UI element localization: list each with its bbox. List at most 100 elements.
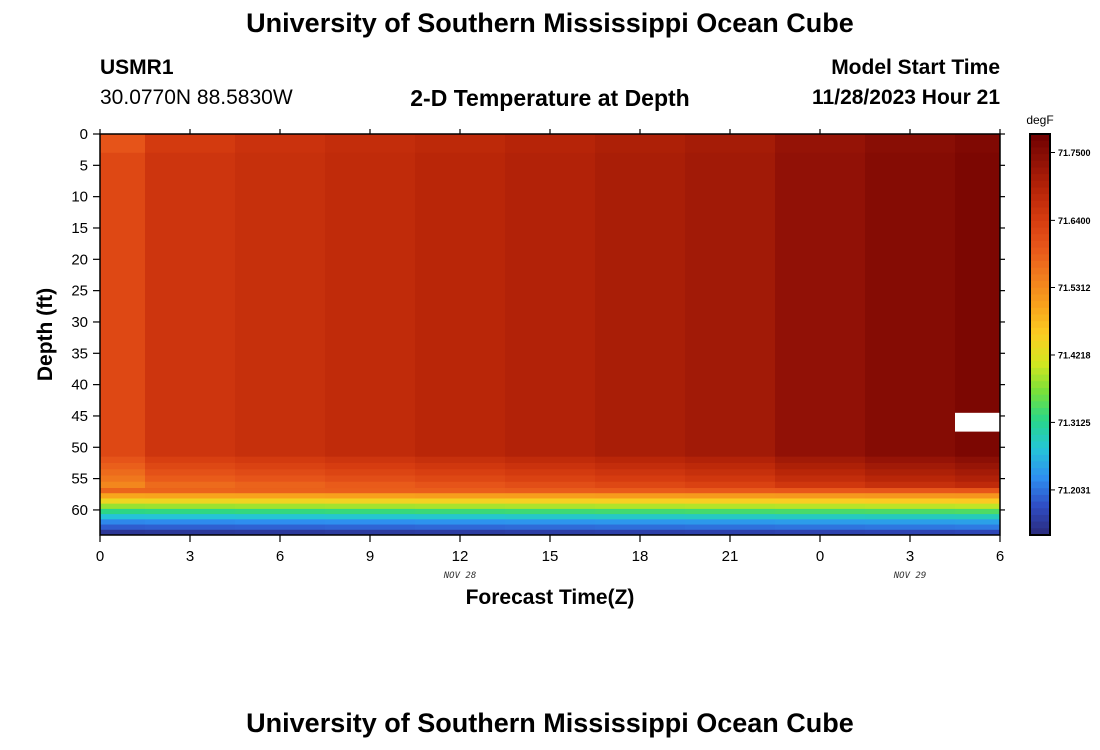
heatmap-cell [325,529,416,536]
colorbar-tick-label: 71.4218 [1058,350,1091,360]
heatmap-cell [595,493,686,499]
heatmap-cell [235,475,326,483]
heatmap-cell [955,519,1001,526]
heatmap-cell [100,519,146,526]
colorbar-swatch [1030,334,1050,342]
heatmap-cell [415,469,506,476]
heatmap-cell [685,519,776,526]
heatmap-cell [100,481,146,489]
heatmap-cell [235,481,326,489]
colorbar-swatch [1030,421,1050,429]
heatmap-cell [955,462,1001,470]
heatmap-cell [505,493,596,499]
heatmap-cell [595,498,686,505]
colorbar-swatch [1030,274,1050,282]
heatmap-cell [775,462,866,470]
heatmap-cell [865,514,956,520]
colorbar-swatch [1030,134,1050,142]
heatmap-cell [415,456,506,464]
colorbar-swatch [1030,454,1050,463]
heatmap-cell [145,493,236,499]
heatmap-cell [955,488,1001,494]
y-tick-label: 10 [71,189,88,206]
colorbar-tick-label: 71.2031 [1058,485,1091,495]
colorbar-swatch [1030,468,1050,476]
y-tick-label: 35 [71,345,88,362]
heatmap-cell [595,524,686,531]
heatmap-cell [955,469,1001,476]
heatmap-cell [505,152,596,458]
heatmap-cell [505,508,596,515]
heatmap-cell [145,508,236,515]
x-axis-label: Forecast Time(Z) [466,586,635,609]
x-tick-label: 12 [452,548,469,565]
y-tick-label: 50 [71,439,88,456]
heatmap-cell [685,498,776,505]
colorbar-swatch [1030,514,1050,523]
heatmap-cell [595,456,686,464]
heatmap-cell [775,469,866,476]
heatmap-cell [145,152,236,458]
heatmap-cell [145,498,236,505]
y-tick-label: 15 [71,220,88,237]
heatmap-cell [505,498,596,505]
heatmap-cell [685,529,776,536]
model-start-time: 11/28/2023 Hour 21 [812,86,1000,109]
heatmap-cell [100,462,146,470]
colorbar-swatch [1030,220,1050,229]
heatmap-cell [145,524,236,531]
colorbar-swatch [1030,194,1050,202]
colorbar-swatch [1030,307,1050,316]
heatmap-cell [955,152,1001,458]
heatmap-cell [775,529,866,536]
heatmap-cell [505,529,596,536]
heatmap-cell [235,514,326,520]
heatmap-cell [100,152,146,458]
heatmap-cell [145,134,236,154]
heatmap-cell [505,456,596,464]
model-start-label: Model Start Time [831,56,1000,79]
temperature-depth-chart: 0 3 6 9 12 15 18 21 0 3 6 NOV 28 NOV 29 Forecast Time… [34,113,1091,609]
heatmap-cell [685,475,776,483]
heatmap-cell [955,514,1001,520]
heatmap-cell [595,462,686,470]
heatmap-cell [865,519,956,526]
heatmap-cell [775,514,866,520]
page-title: University of Southern Mississippi Ocean… [246,8,854,38]
heatmap-cell [325,462,416,470]
heatmap-cell [100,503,146,510]
x-tick-label: 0 [96,548,104,565]
heatmap-cell [325,493,416,499]
colorbar-swatch [1030,474,1050,483]
heatmap-cell [415,508,506,515]
heatmap-cell [505,519,596,526]
colorbar-swatch [1030,140,1050,148]
heatmap-cell [865,493,956,499]
colorbar-tick-label: 71.3125 [1058,418,1091,428]
colorbar-swatch [1030,294,1050,302]
colorbar-swatch [1030,501,1050,509]
heatmap-cell [595,519,686,526]
heatmap-cell [955,508,1001,515]
heatmap-cell [235,524,326,531]
heatmap-cell [505,524,596,531]
heatmap-cell [415,514,506,520]
heatmap-cell [595,488,686,494]
colorbar-swatch [1030,428,1050,436]
heatmap-cell [865,462,956,470]
heatmap-cell [685,514,776,520]
colorbar-swatch [1030,361,1050,369]
heatmap-cell [685,456,776,464]
heatmap-cell [415,519,506,526]
heatmap-cell [505,462,596,470]
x-tick-label: 21 [722,548,739,565]
heatmap-cell [775,524,866,531]
heatmap-cell [145,456,236,464]
heatmap-cell [325,469,416,476]
colorbar-swatch [1030,160,1050,169]
x-tick-label: 15 [542,548,559,565]
heatmap-cell [865,503,956,510]
heatmap-cell [955,529,1001,536]
heatmap-cell [685,462,776,470]
heatmap-cell [235,134,326,154]
